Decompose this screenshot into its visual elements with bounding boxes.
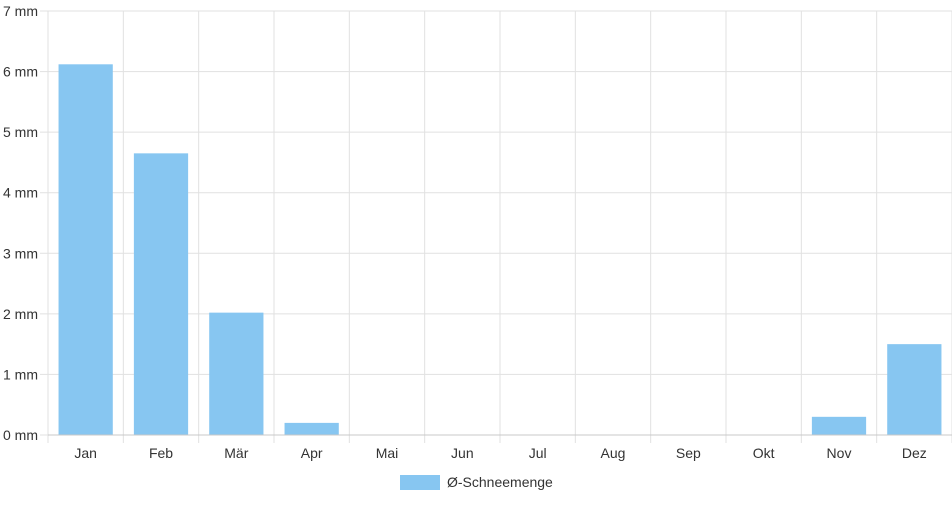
legend[interactable]: Ø-Schneemenge — [400, 474, 553, 490]
bar-apr[interactable] — [284, 422, 339, 435]
bar-feb[interactable] — [133, 153, 189, 436]
x-tick-label: Feb — [149, 445, 173, 461]
bar-jan[interactable] — [58, 64, 113, 435]
bar-dez[interactable] — [887, 344, 942, 435]
y-tick-label: 1 mm — [3, 366, 38, 382]
x-tick-label: Jul — [529, 445, 547, 461]
y-tick-label: 7 mm — [3, 3, 38, 19]
legend-swatch[interactable] — [400, 475, 440, 490]
y-tick-label: 2 mm — [3, 306, 38, 322]
x-tick-label: Sep — [676, 445, 701, 461]
bars-layer — [58, 64, 942, 436]
axis-layer: 0 mm 1 mm 2 mm 3 mm 4 mm 5 mm 6 mm 7 mm Jan Feb Mä… — [3, 3, 952, 461]
grid-layer — [40, 10, 952, 443]
x-tick-label: Mai — [376, 445, 399, 461]
x-tick-label: Mär — [224, 445, 248, 461]
x-tick-label: Nov — [827, 445, 852, 461]
y-tick-label: 4 mm — [3, 185, 38, 201]
x-tick-label: Apr — [301, 445, 323, 461]
x-tick-label: Dez — [902, 445, 927, 461]
y-tick-label: 6 mm — [3, 64, 38, 80]
y-tick-label: 5 mm — [3, 124, 38, 140]
x-tick-label: Aug — [601, 445, 626, 461]
y-tick-label: 3 mm — [3, 245, 38, 261]
x-tick-label: Okt — [753, 445, 775, 461]
x-tick-label: Jan — [74, 445, 97, 461]
y-tick-label: 0 mm — [3, 427, 38, 443]
x-tick-label: Jun — [451, 445, 474, 461]
bar-nov[interactable] — [811, 416, 867, 435]
bar-mär[interactable] — [209, 312, 264, 435]
legend-label[interactable]: Ø-Schneemenge — [447, 474, 553, 490]
